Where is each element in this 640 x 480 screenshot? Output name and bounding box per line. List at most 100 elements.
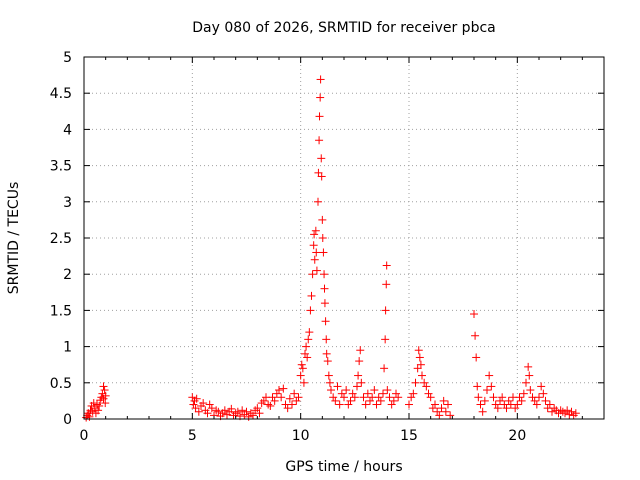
data-point [483, 386, 491, 395]
data-point [524, 362, 533, 371]
data-point [311, 226, 320, 235]
grid [84, 57, 604, 419]
data-point [288, 400, 296, 409]
data-point [446, 411, 455, 420]
x-tick-label: 15 [400, 428, 418, 444]
data-point [310, 255, 319, 264]
data-point [315, 112, 324, 121]
data-point [493, 404, 502, 413]
data-point [539, 389, 548, 398]
x-tick-label: 20 [508, 428, 526, 444]
data-point [294, 393, 303, 402]
data-point [333, 382, 342, 391]
data-point [363, 389, 372, 398]
data-point [95, 401, 104, 410]
data-point [233, 407, 242, 416]
data-point [389, 396, 398, 405]
data-point [308, 270, 317, 279]
data-point [320, 284, 329, 293]
data-point [310, 230, 319, 239]
data-point [212, 406, 221, 415]
data-point [306, 306, 315, 315]
data-point [431, 400, 439, 409]
data-point [489, 393, 498, 402]
data-point [227, 404, 236, 413]
data-point [192, 394, 201, 403]
data-point [502, 404, 511, 413]
data-point [318, 215, 327, 224]
data-point [220, 406, 229, 415]
axis-ticks: 0 5 10 15 20 0 0.5 1 1.5 2 2.5 3 3.5 4 4.5 5 [50, 50, 605, 444]
data-point [379, 389, 387, 398]
data-point [346, 396, 355, 405]
data-point [312, 266, 321, 275]
data-point [426, 393, 435, 402]
data-point [319, 248, 328, 257]
data-point [302, 342, 311, 351]
x-tick-label: 10 [292, 428, 310, 444]
data-point [299, 378, 308, 387]
y-tick-label: 0 [63, 412, 72, 428]
data-point [372, 400, 381, 409]
data-point [297, 360, 306, 369]
data-point [422, 382, 431, 391]
y-tick-label: 0.5 [50, 376, 72, 392]
data-point [361, 400, 370, 409]
data-point [99, 382, 108, 391]
data-point [383, 386, 392, 395]
data-point [317, 172, 326, 181]
data-point [191, 404, 200, 413]
data-point [415, 353, 424, 362]
data-point [413, 364, 422, 373]
data-point [437, 404, 446, 413]
data-point [356, 346, 365, 355]
data-point [394, 393, 403, 402]
data-point [253, 404, 262, 413]
data-point [189, 400, 198, 409]
data-point [526, 386, 535, 395]
data-point [511, 404, 520, 413]
data-point [376, 396, 385, 405]
data-point [242, 407, 251, 416]
data-point [194, 407, 203, 416]
data-point [314, 197, 322, 206]
data-point [474, 393, 483, 402]
data-point [316, 75, 325, 84]
data-point [350, 393, 359, 402]
data-point [318, 234, 327, 242]
data-point [304, 335, 313, 344]
data-point [101, 391, 110, 400]
data-point [541, 396, 550, 405]
data-point [309, 241, 318, 250]
data-point [94, 406, 103, 415]
data-point [353, 382, 361, 391]
data-point [298, 364, 307, 373]
data-point [525, 371, 534, 380]
data-point [203, 409, 212, 418]
data-point [305, 328, 314, 337]
x-tick-label: 0 [80, 428, 89, 444]
data-point [312, 248, 321, 257]
data-point [283, 404, 292, 413]
data-point [381, 306, 390, 315]
data-point [471, 331, 480, 340]
data-point [405, 400, 413, 409]
data-point [100, 386, 109, 395]
data-point [357, 378, 366, 387]
data-point [340, 393, 348, 402]
x-tick-label: 5 [188, 428, 197, 444]
y-tick-label: 1.5 [50, 303, 72, 319]
data-point [275, 386, 283, 395]
data-point [470, 310, 478, 319]
data-point [285, 394, 294, 403]
data-point [255, 409, 264, 418]
data-point [322, 349, 331, 358]
data-point [266, 401, 275, 410]
data-point [498, 393, 507, 402]
data-point [323, 357, 332, 366]
data-point [317, 154, 326, 163]
data-point [355, 357, 364, 366]
data-point [270, 396, 279, 405]
data-point [199, 399, 208, 408]
